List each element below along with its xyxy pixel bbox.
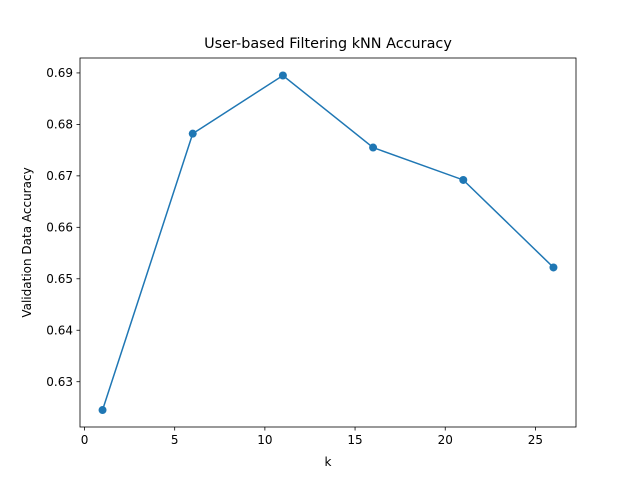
x-tick-label: 5 xyxy=(171,433,179,447)
series-layer xyxy=(98,71,558,415)
x-tick-label: 0 xyxy=(81,433,89,447)
x-tick-label: 10 xyxy=(257,433,272,447)
y-tick-label: 0.63 xyxy=(46,375,73,389)
y-tick-label: 0.68 xyxy=(46,118,73,132)
data-point xyxy=(369,143,378,152)
y-tick-label: 0.65 xyxy=(46,272,73,286)
data-point xyxy=(278,71,287,80)
y-tick-label: 0.66 xyxy=(46,221,73,235)
plot-frame xyxy=(79,57,577,428)
data-point xyxy=(188,129,197,138)
x-tick-label: 25 xyxy=(528,433,543,447)
y-tick-label: 0.64 xyxy=(46,324,73,338)
x-axis-ticks: 0 5 10 15 20 25 xyxy=(81,427,543,447)
data-point xyxy=(549,263,558,272)
plot-area xyxy=(80,58,576,427)
series-line xyxy=(101,74,554,411)
y-axis-ticks: 0.63 0.64 0.65 0.66 0.67 0.68 0.69 xyxy=(46,66,80,389)
y-tick-label: 0.67 xyxy=(46,169,73,183)
data-point xyxy=(98,406,107,415)
y-axis-label: Validation Data Accuracy xyxy=(20,167,34,317)
x-tick-label: 15 xyxy=(347,433,362,447)
data-point xyxy=(459,175,468,184)
x-tick-label: 20 xyxy=(438,433,453,447)
y-tick-label: 0.69 xyxy=(46,66,73,80)
x-axis-label: k xyxy=(325,455,332,469)
chart-title: User-based Filtering kNN Accuracy xyxy=(204,36,452,52)
